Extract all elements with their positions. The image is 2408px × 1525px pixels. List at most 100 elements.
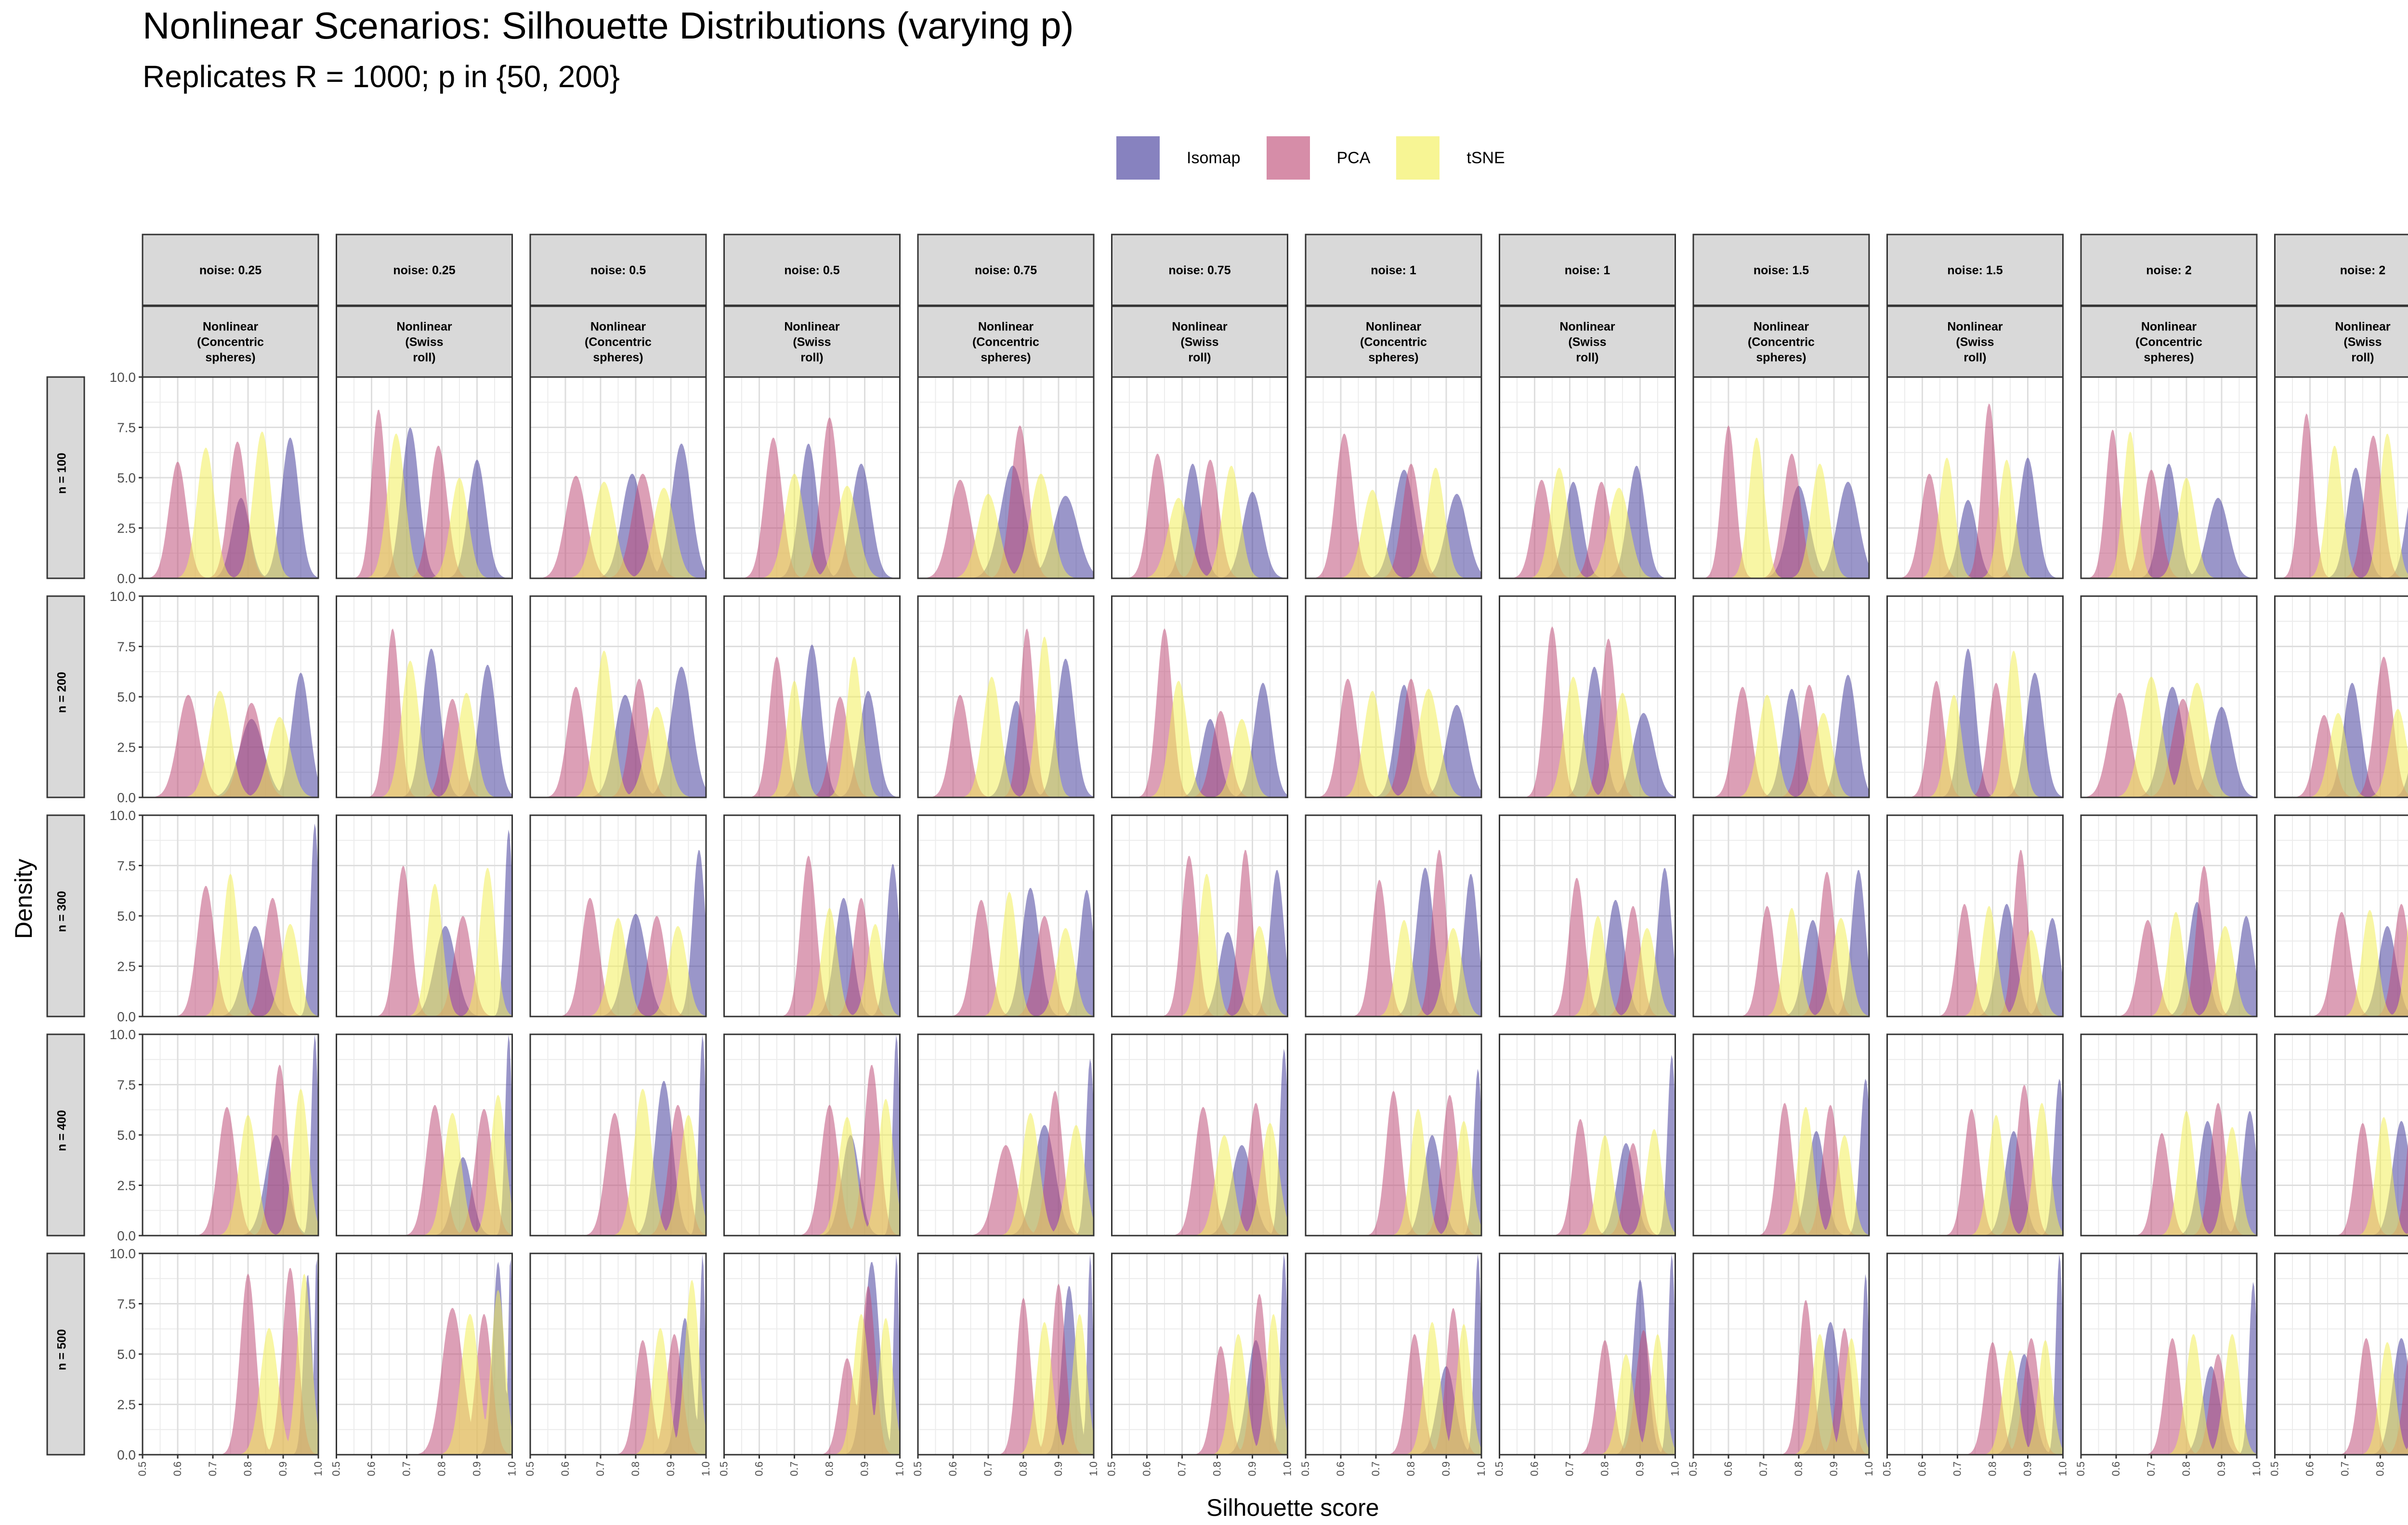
legend-key-pca xyxy=(1266,136,1310,180)
column-strip-5: noise: 0.75 Nonlinear (Swiss roll) xyxy=(1111,234,1288,378)
x-tick-label: 0.9 xyxy=(1440,1461,1452,1476)
scenario-strip-label: (Concentric xyxy=(197,336,264,349)
panel-r3-c4 xyxy=(917,1033,1095,1237)
x-tick-label: 0.6 xyxy=(1141,1461,1153,1476)
x-tick-label: 1.0 xyxy=(2057,1461,2069,1476)
scenario-strip-bg xyxy=(917,305,1095,378)
panel-border xyxy=(917,376,1095,579)
density-area-tsne xyxy=(530,1279,706,1455)
noise-strip-label: noise: 2 xyxy=(2340,264,2385,277)
density-area-tsne xyxy=(918,473,1094,578)
x-tick-label: 0.6 xyxy=(366,1461,378,1476)
scenario-strip-label: roll) xyxy=(413,351,435,365)
density-area-tsne xyxy=(2275,910,2408,1017)
x-tick-label: 0.8 xyxy=(436,1461,448,1476)
density-area-tsne xyxy=(2081,677,2257,797)
x-tick-label: 0.8 xyxy=(824,1461,836,1476)
panel-border xyxy=(529,595,707,798)
scenario-strip-label: (Concentric xyxy=(1748,336,1815,349)
panel-r2-c4 xyxy=(917,814,1095,1017)
density-area-pca xyxy=(1306,849,1481,1017)
panel-r0-c2 xyxy=(529,376,707,579)
scenario-strip-label: roll) xyxy=(1963,351,1986,365)
x-tick-label: 0.8 xyxy=(1987,1461,1999,1476)
density-area-tsne xyxy=(1693,908,1869,1017)
panel-border xyxy=(2080,1033,2258,1237)
x-tick-label: 0.8 xyxy=(2374,1461,2386,1476)
x-tick-label: 0.8 xyxy=(1017,1461,1029,1476)
x-tick-label: 0.9 xyxy=(277,1461,289,1476)
noise-strip-label: noise: 0.25 xyxy=(199,264,262,277)
density-area-tsne xyxy=(1887,457,2063,578)
density-area-tsne xyxy=(1112,1122,1288,1236)
column-strip-7: noise: 1 Nonlinear (Swiss roll) xyxy=(1499,234,1676,378)
density-area-tsne xyxy=(1306,1322,1481,1455)
noise-strip-bg xyxy=(1692,234,1870,306)
panel-border xyxy=(1692,814,1870,1017)
density-area-isomap xyxy=(1112,683,1288,797)
x-tick-label: 1.0 xyxy=(312,1461,324,1476)
density-area-isomap xyxy=(336,649,512,797)
scenario-strip-label: (Concentric xyxy=(1360,336,1427,349)
x-tick-label: 0.6 xyxy=(947,1461,959,1476)
row-strip-bg xyxy=(46,1252,85,1456)
density-area-isomap xyxy=(530,1035,706,1236)
density-area-pca xyxy=(918,425,1094,578)
panel-r1-c8 xyxy=(1692,595,1870,798)
y-tick-label: 7.5 xyxy=(117,859,136,873)
density-area-pca xyxy=(2081,429,2257,578)
density-area-tsne xyxy=(1499,916,1675,1017)
density-area-tsne xyxy=(1887,1103,2063,1236)
panel-border xyxy=(1499,1252,1676,1456)
density-area-tsne xyxy=(918,1314,1094,1455)
noise-strip-label: noise: 0.5 xyxy=(784,264,839,277)
row-strip-1: n = 200 xyxy=(46,595,85,798)
panel-border xyxy=(1499,595,1676,798)
density-area-pca xyxy=(918,628,1094,797)
y-tick-label: 5.0 xyxy=(117,1128,136,1143)
column-strip-4: noise: 0.75 Nonlinear (Concentric spheres) xyxy=(917,234,1095,378)
density-area-pca xyxy=(530,678,706,797)
panel-border xyxy=(1499,814,1676,1017)
x-tick-label: 0.9 xyxy=(859,1461,871,1476)
row-strip-label: n = 300 xyxy=(55,891,69,932)
x-tick-label: 0.5 xyxy=(1106,1461,1118,1476)
noise-strip-label: noise: 0.75 xyxy=(1168,264,1230,277)
panel-border xyxy=(1886,1252,2064,1456)
panel-border xyxy=(336,814,513,1017)
density-area-isomap xyxy=(1306,1069,1481,1236)
panel-border xyxy=(2080,814,2258,1017)
panel-border xyxy=(917,814,1095,1017)
y-axis-label: Density xyxy=(10,859,37,939)
density-area-tsne xyxy=(1499,468,1675,578)
density-area-pca xyxy=(1693,1103,1869,1236)
scenario-strip-label: spheres) xyxy=(1368,351,1418,365)
noise-strip-bg xyxy=(1305,234,1482,306)
density-area-tsne xyxy=(530,651,706,797)
density-area-pca xyxy=(724,855,900,1017)
density-area-tsne xyxy=(2081,431,2257,578)
panel-r1-c0: 0.0 2.5 5.0 7.5 10.0 xyxy=(110,589,319,805)
x-tick-label: 0.6 xyxy=(753,1461,765,1476)
density-area-pca xyxy=(1499,1119,1675,1236)
y-tick-label: 0.0 xyxy=(117,1009,136,1024)
density-area-tsne xyxy=(1112,1314,1288,1455)
x-tick-label: 0.9 xyxy=(1634,1461,1646,1476)
density-area-pca xyxy=(1499,626,1675,797)
x-tick-label: 0.6 xyxy=(1335,1461,1347,1476)
density-area-tsne xyxy=(336,660,512,797)
panel-border xyxy=(1305,595,1482,798)
panel-r4-c3: 0.5 0.6 0.7 0.8 0.9 1.0 xyxy=(718,1252,906,1476)
panel-border xyxy=(336,376,513,579)
row-strip-bg xyxy=(46,1033,85,1237)
scenario-strip-bg xyxy=(723,305,901,378)
panel-r2-c11 xyxy=(2274,814,2408,1017)
x-tick-label: 0.5 xyxy=(2075,1461,2087,1476)
legend-label-tsne: tSNE xyxy=(1466,148,1505,167)
scenario-strip-label: roll) xyxy=(800,351,823,365)
panel-r0-c6 xyxy=(1305,376,1482,579)
panel-border xyxy=(2274,1033,2408,1237)
density-area-pca xyxy=(918,900,1094,1017)
density-area-pca xyxy=(143,695,318,797)
density-area-pca xyxy=(1306,678,1481,797)
